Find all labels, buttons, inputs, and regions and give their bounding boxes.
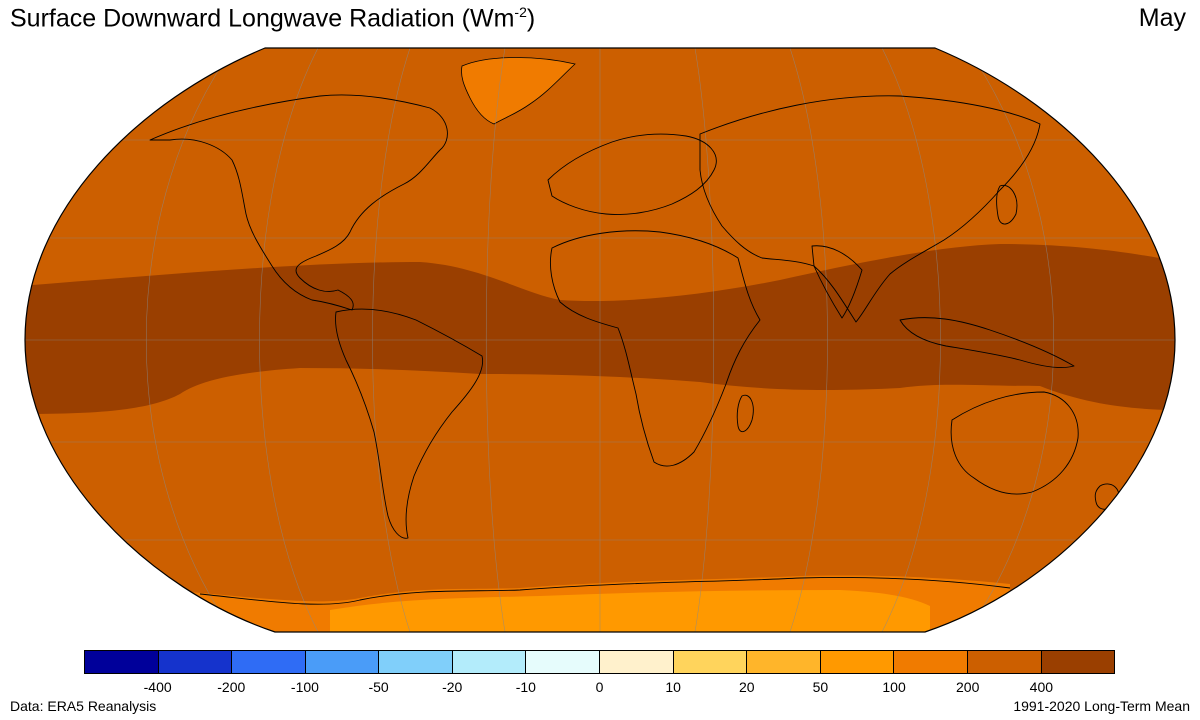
colorbar-swatch xyxy=(967,651,1042,673)
colorbar-tick-label: -200 xyxy=(217,679,246,695)
colorbar-tick-label: -100 xyxy=(290,679,319,695)
data-source-label: Data: ERA5 Reanalysis xyxy=(10,698,157,714)
colorbar-swatch xyxy=(452,651,527,673)
colorbar-swatch xyxy=(526,651,601,673)
colorbar-swatch xyxy=(747,651,821,673)
colorbar-tick-label: 200 xyxy=(956,679,980,695)
asia-outline xyxy=(699,95,1041,323)
colorbar-tick-label: 400 xyxy=(1029,679,1054,695)
colorbar-tick-label: -400 xyxy=(143,679,172,695)
antarctica-outline xyxy=(199,577,1011,605)
colorbar-swatch xyxy=(232,651,306,673)
colorbar-swatch xyxy=(1041,651,1115,673)
map-title: Surface Downward Longwave Radiation (Wm-… xyxy=(10,4,536,33)
colorbar xyxy=(84,650,1115,674)
colorbar-swatch xyxy=(305,651,380,673)
india-outline xyxy=(811,245,863,319)
australia-outline xyxy=(950,391,1079,495)
antarctic-interior xyxy=(330,590,930,632)
colorbar-tick-label: 10 xyxy=(665,679,681,695)
europe-outline xyxy=(547,133,717,215)
colorbar-tick-label: -10 xyxy=(515,679,536,695)
map-border xyxy=(24,47,1176,633)
period-label: 1991-2020 Long-Term Mean xyxy=(1013,698,1190,714)
month-label: May xyxy=(1138,4,1186,32)
colorbar-tick-label: -50 xyxy=(368,679,389,695)
colorbar-tick-label: 50 xyxy=(812,679,829,695)
north-america-outline xyxy=(149,94,448,311)
colorbar-tick-label: 100 xyxy=(882,679,906,695)
colorbar-swatch xyxy=(600,651,674,673)
colorbar-swatch xyxy=(85,651,159,673)
coastlines xyxy=(149,94,1120,605)
south-america-outline xyxy=(335,308,484,539)
world-map xyxy=(24,47,1176,633)
colorbar-swatch xyxy=(379,651,453,673)
madagascar-outline xyxy=(736,394,754,433)
colorbar-swatch xyxy=(894,651,968,673)
colorbar-tick-label: -20 xyxy=(442,679,463,695)
colorbar-swatch xyxy=(673,651,748,673)
colorbar-swatch xyxy=(158,651,233,673)
japan-outline xyxy=(996,184,1018,225)
southeast-asia-islands xyxy=(899,317,1075,369)
colorbar-tick-label: 0 xyxy=(595,679,604,695)
greenland xyxy=(461,57,576,125)
colorbar-swatch xyxy=(820,651,895,673)
graticule xyxy=(25,48,1175,632)
africa-outline xyxy=(549,230,761,467)
colorbar-tick-label: 20 xyxy=(738,679,755,695)
